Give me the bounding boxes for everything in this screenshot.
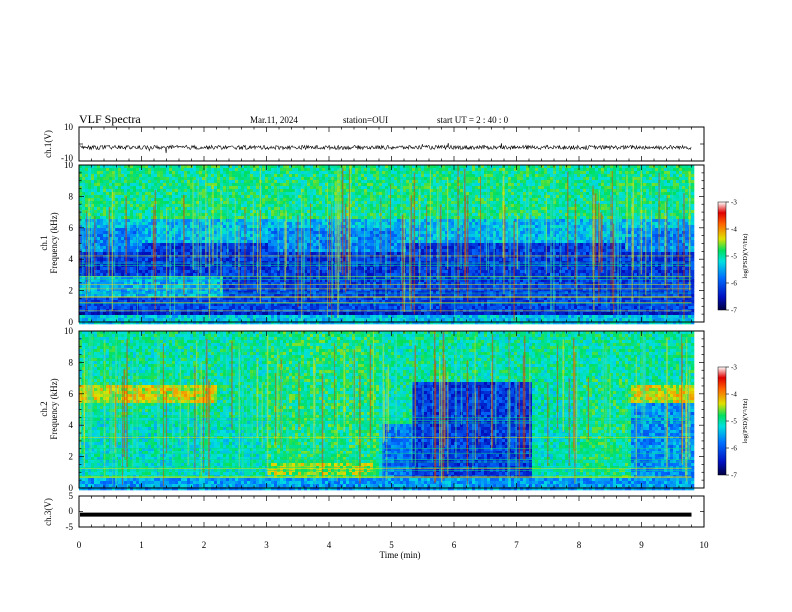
ch2-colorbar-gradient (717, 366, 727, 476)
station-label: station=OUI (343, 115, 388, 125)
x-tick-label: 10 (700, 540, 710, 550)
ch2-spectrogram-image (79, 331, 695, 491)
start-time-label: start UT = 2 : 40 : 0 (437, 115, 509, 125)
colorbar-tick-label: -7 (731, 472, 737, 480)
colorbar-tick-label: -7 (731, 307, 737, 315)
x-tick-label: 5 (389, 540, 394, 550)
ch3-waveform-panel: 5 0 -5 ch.3(V) (43, 491, 705, 532)
y-tick-label: 10 (64, 326, 74, 336)
ch2-colorbar-ticks: -3 -4 -5 -6 -7 (726, 364, 737, 480)
ch2-spectrogram-ylabel: Frequency (kHz) (49, 378, 59, 439)
ch1-colorbar-gradient (717, 201, 727, 311)
ch1-ytick-top: 10 (64, 122, 74, 132)
x-tick-label: 6 (452, 540, 457, 550)
x-tick-label: 8 (577, 540, 582, 550)
ch2-spectrogram-channel-label: ch.2 (39, 401, 49, 416)
date-label: Mar.11, 2024 (250, 115, 298, 125)
x-tick-label: 1 (139, 540, 144, 550)
x-tick-label: 3 (264, 540, 269, 550)
x-tick-label: 7 (514, 540, 519, 550)
ch1-spectrogram-ylabel: Frequency (kHz) (49, 212, 59, 273)
y-tick-label: 6 (69, 223, 74, 233)
y-tick-label: 6 (69, 389, 74, 399)
y-tick-label: 2 (69, 286, 74, 296)
x-tick-label: 2 (202, 540, 207, 550)
ch1-colorbar: -3 -4 -5 -6 -7 log(PSD)(V²/Hz) (717, 199, 749, 315)
ch2-colorbar: -3 -4 -5 -6 -7 log(PSD)(V²/Hz) (717, 364, 749, 480)
ch1-colorbar-ticks: -3 -4 -5 -6 -7 (726, 199, 737, 315)
y-tick-label: 2 (69, 452, 74, 462)
colorbar-tick-label: -5 (731, 418, 737, 426)
x-tick-label: 0 (77, 540, 82, 550)
ch3-ytick-mid: 0 (69, 506, 74, 516)
colorbar-tick-label: -3 (731, 199, 737, 207)
ch1-waveform-ylabel: ch.1(V) (43, 130, 53, 158)
ch2-colorbar-label: log(PSD)(V²/Hz) (742, 399, 749, 444)
y-tick-label: 8 (69, 191, 74, 201)
y-tick-label: 4 (69, 254, 74, 264)
colorbar-tick-label: -3 (731, 364, 737, 372)
colorbar-tick-label: -4 (731, 391, 737, 399)
figure-title: VLF Spectra (79, 112, 141, 126)
ch1-spectrogram-image (79, 165, 695, 325)
x-axis-tick-labels: 0 1 2 3 4 5 6 7 8 9 10 (77, 540, 709, 550)
colorbar-tick-label: -4 (731, 226, 737, 234)
ch1-colorbar-label: log(PSD)(V²/Hz) (742, 234, 749, 279)
ch1-spectrogram-channel-label: ch.1 (39, 235, 49, 250)
x-axis-label: Time (min) (380, 550, 421, 560)
y-tick-label: 4 (69, 420, 74, 430)
ch3-waveform-ylabel: ch.3(V) (43, 498, 53, 526)
ch1-waveform-frame (78, 126, 705, 162)
x-tick-label: 9 (639, 540, 644, 550)
y-tick-label: 8 (69, 357, 74, 367)
x-tick-label: 4 (327, 540, 332, 550)
colorbar-tick-label: -6 (731, 445, 737, 453)
ch3-ytick-bottom: -5 (66, 522, 74, 532)
colorbar-tick-label: -5 (731, 253, 737, 261)
colorbar-tick-label: -6 (731, 280, 737, 288)
ch1-waveform-panel: 10 -10 ch.1(V) (43, 122, 705, 163)
ch3-ytick-top: 5 (69, 491, 74, 501)
y-tick-label: 10 (64, 160, 74, 170)
